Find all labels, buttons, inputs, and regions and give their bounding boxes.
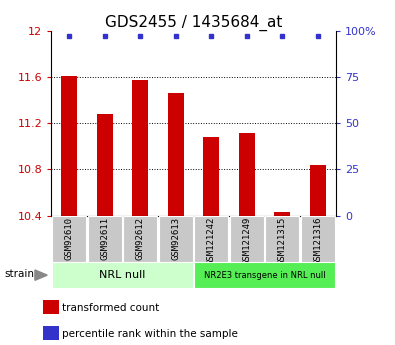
Bar <box>230 216 264 262</box>
Text: GSM92612: GSM92612 <box>136 217 145 260</box>
Polygon shape <box>35 270 47 280</box>
Bar <box>194 216 228 262</box>
Bar <box>159 216 193 262</box>
Bar <box>310 165 326 216</box>
Text: GSM121315: GSM121315 <box>278 217 287 265</box>
Bar <box>43 300 58 315</box>
Bar <box>43 326 58 340</box>
Bar <box>97 114 113 216</box>
Bar <box>239 132 255 216</box>
Bar <box>123 216 157 262</box>
Title: GDS2455 / 1435684_at: GDS2455 / 1435684_at <box>105 15 282 31</box>
Text: GSM121242: GSM121242 <box>207 217 216 265</box>
Bar <box>61 76 77 216</box>
Bar <box>88 216 122 262</box>
Bar <box>194 262 335 288</box>
Bar <box>168 93 184 216</box>
Bar <box>132 79 148 216</box>
Text: NRL null: NRL null <box>99 270 146 280</box>
Text: GSM92610: GSM92610 <box>65 217 73 260</box>
Bar <box>203 137 219 216</box>
Text: GSM92611: GSM92611 <box>100 217 109 260</box>
Text: NR2E3 transgene in NRL null: NR2E3 transgene in NRL null <box>204 270 325 280</box>
Bar <box>52 262 193 288</box>
Text: GSM121316: GSM121316 <box>314 217 322 265</box>
Text: transformed count: transformed count <box>62 303 159 313</box>
Text: GSM92613: GSM92613 <box>171 217 180 260</box>
Text: strain: strain <box>4 269 34 279</box>
Bar <box>52 216 86 262</box>
Bar <box>265 216 299 262</box>
Bar <box>275 212 290 216</box>
Text: GSM121249: GSM121249 <box>243 217 251 265</box>
Bar <box>301 216 335 262</box>
Text: percentile rank within the sample: percentile rank within the sample <box>62 329 238 338</box>
